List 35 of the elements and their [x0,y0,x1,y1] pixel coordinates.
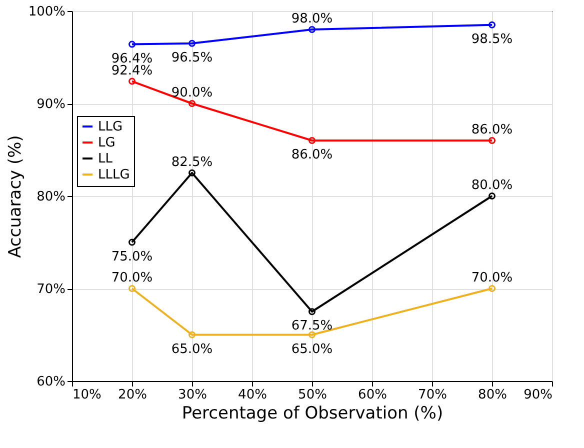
x-tick-label: 30% [178,388,207,402]
y-tick-label: 60% [36,374,66,390]
x-axis-title: Percentage of Observation (%) [182,404,444,424]
data-label: 67.5% [291,318,333,334]
y-tick-label: 80% [36,190,66,204]
data-label: 82.5% [171,154,213,170]
x-tick-label: 90% [524,388,552,402]
data-label: 96.5% [171,50,213,66]
x-tick-label: 10% [72,388,102,402]
x-tick-label: 40% [238,388,267,402]
data-label: 98.5% [471,32,513,47]
legend-label: LLG [98,120,123,134]
x-tick-label: 50% [298,388,327,402]
legend-label: LLLG [98,168,130,182]
x-tick-label: 70% [418,388,447,402]
data-label: 86.0% [291,148,333,162]
data-label: 90.0% [171,86,213,100]
x-tick-label: 20% [118,388,147,402]
legend-label: LL [98,152,114,166]
data-label: 80.0% [471,178,513,193]
data-label: 86.0% [471,122,513,138]
x-tick-label: 60% [358,388,387,402]
data-label: 70.0% [111,270,153,286]
y-tick-label: 90% [36,97,66,112]
data-label: 75.0% [111,249,153,264]
legend-label: LG [98,136,116,150]
y-axis-title: Accuaracy (%) [5,135,26,258]
y-tick-label: 70% [36,282,66,297]
data-label: 92.4% [111,63,153,78]
data-label: 98.0% [291,12,333,26]
y-tick-label: 100% [28,4,66,20]
data-label: 70.0% [471,270,513,286]
data-label: 65.0% [291,342,333,357]
data-label: 65.0% [171,342,213,357]
x-tick-label: 80% [478,388,507,402]
